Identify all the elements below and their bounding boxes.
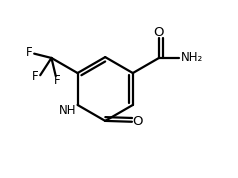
Text: F: F — [54, 74, 61, 87]
Text: F: F — [26, 46, 33, 59]
Text: O: O — [154, 26, 164, 39]
Text: NH₂: NH₂ — [180, 51, 203, 64]
Text: NH: NH — [59, 104, 77, 117]
Text: O: O — [132, 115, 143, 128]
Text: F: F — [32, 70, 39, 83]
